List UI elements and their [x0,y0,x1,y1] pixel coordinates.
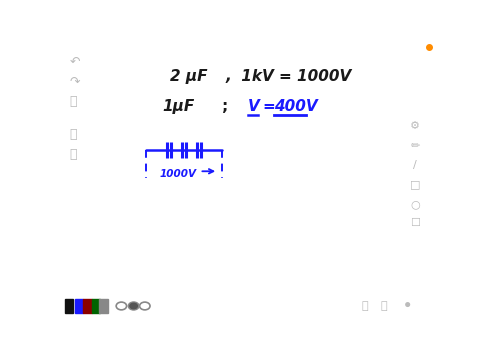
Text: ✏: ✏ [410,141,420,151]
Text: 📋: 📋 [69,148,77,161]
Text: 📋: 📋 [69,128,77,141]
Bar [99,299,108,314]
Text: ⚙: ⚙ [410,121,420,131]
Text: ⧉: ⧉ [362,301,368,311]
Circle shape [130,303,137,309]
Text: ○: ○ [410,199,420,209]
Bar [75,299,83,314]
Bar [65,299,73,314]
Text: ⚫: ⚫ [403,301,412,311]
Text: ,  1kV = 1000V: , 1kV = 1000V [226,69,352,84]
Text: 2 μF: 2 μF [170,69,207,84]
Text: 📋: 📋 [380,301,387,311]
Text: □: □ [410,180,420,190]
Text: ☐: ☐ [410,219,420,228]
Text: 🗑: 🗑 [69,95,77,108]
Text: V: V [248,99,260,114]
Bar [92,299,100,314]
Text: 400V: 400V [274,99,318,114]
Text: ↶: ↶ [69,56,80,69]
Text: ;: ; [222,99,228,114]
Bar [84,299,92,314]
Text: ↷: ↷ [69,76,80,89]
Text: /: / [413,160,417,170]
Text: =: = [263,99,276,114]
Text: 1μF: 1μF [162,99,194,114]
Text: 1000V: 1000V [160,169,197,179]
Circle shape [129,302,139,310]
